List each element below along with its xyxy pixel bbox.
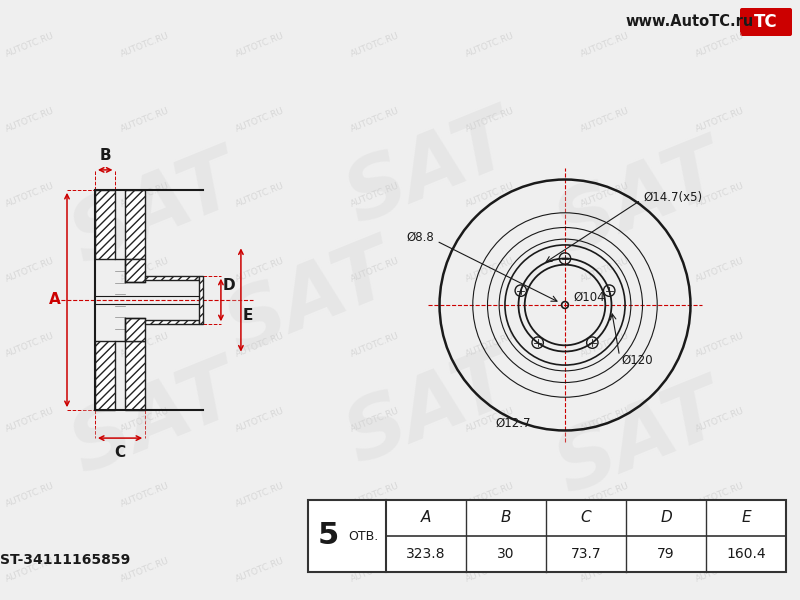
Text: AUTOTC.RU: AUTOTC.RU [234, 106, 286, 134]
Text: AUTOTC.RU: AUTOTC.RU [579, 481, 630, 509]
Bar [125, 317, 145, 341]
Text: AUTOTC.RU: AUTOTC.RU [4, 31, 56, 59]
Bar [125, 341, 145, 410]
Text: AUTOTC.RU: AUTOTC.RU [464, 331, 516, 359]
Text: TC: TC [754, 13, 778, 31]
Bar [95, 341, 115, 410]
Text: AUTOTC.RU: AUTOTC.RU [579, 31, 630, 59]
Text: 73.7: 73.7 [570, 547, 602, 561]
Text: B: B [99, 148, 111, 163]
Text: AUTOTC.RU: AUTOTC.RU [119, 106, 170, 134]
Text: AUTOTC.RU: AUTOTC.RU [350, 31, 401, 59]
Bar [95, 190, 115, 259]
Text: 323.8: 323.8 [406, 547, 446, 561]
Bar [308, 500, 786, 572]
Text: AUTOTC.RU: AUTOTC.RU [579, 331, 630, 359]
Text: AUTOTC.RU: AUTOTC.RU [464, 31, 516, 59]
Text: AUTOTC.RU: AUTOTC.RU [4, 481, 56, 509]
Text: AUTOTC.RU: AUTOTC.RU [4, 256, 56, 284]
FancyBboxPatch shape [740, 8, 792, 36]
Text: AUTOTC.RU: AUTOTC.RU [234, 31, 286, 59]
Bar [125, 190, 145, 259]
Text: AUTOTC.RU: AUTOTC.RU [350, 256, 401, 284]
Bar [199, 276, 203, 324]
Text: E: E [243, 307, 254, 323]
Text: www.AutoTC.ru: www.AutoTC.ru [626, 14, 754, 29]
Text: AUTOTC.RU: AUTOTC.RU [119, 406, 170, 434]
Text: AUTOTC.RU: AUTOTC.RU [4, 181, 56, 209]
Text: E: E [741, 511, 751, 526]
Text: D: D [660, 511, 672, 526]
Text: AUTOTC.RU: AUTOTC.RU [234, 256, 286, 284]
Text: ST-34111165859: ST-34111165859 [0, 553, 130, 567]
Text: AUTOTC.RU: AUTOTC.RU [579, 406, 630, 434]
Text: Ø12.7: Ø12.7 [495, 416, 530, 430]
Text: AUTOTC.RU: AUTOTC.RU [694, 406, 746, 434]
Text: AUTOTC.RU: AUTOTC.RU [119, 556, 170, 584]
Text: AUTOTC.RU: AUTOTC.RU [579, 181, 630, 209]
Text: SAT: SAT [59, 350, 250, 490]
Text: SAT: SAT [334, 340, 526, 480]
Text: AUTOTC.RU: AUTOTC.RU [234, 181, 286, 209]
Text: AUTOTC.RU: AUTOTC.RU [4, 556, 56, 584]
Text: AUTOTC.RU: AUTOTC.RU [464, 106, 516, 134]
Text: AUTOTC.RU: AUTOTC.RU [350, 406, 401, 434]
Text: AUTOTC.RU: AUTOTC.RU [350, 556, 401, 584]
Text: AUTOTC.RU: AUTOTC.RU [694, 31, 746, 59]
Text: AUTOTC.RU: AUTOTC.RU [350, 181, 401, 209]
Text: A: A [421, 511, 431, 526]
Text: AUTOTC.RU: AUTOTC.RU [234, 556, 286, 584]
Text: AUTOTC.RU: AUTOTC.RU [119, 331, 170, 359]
Text: D: D [223, 277, 235, 292]
Text: AUTOTC.RU: AUTOTC.RU [119, 481, 170, 509]
Text: AUTOTC.RU: AUTOTC.RU [694, 106, 746, 134]
Text: AUTOTC.RU: AUTOTC.RU [694, 181, 746, 209]
Text: AUTOTC.RU: AUTOTC.RU [119, 181, 170, 209]
Text: SAT: SAT [545, 130, 735, 270]
Text: AUTOTC.RU: AUTOTC.RU [694, 481, 746, 509]
Text: ОТВ.: ОТВ. [348, 529, 378, 542]
Text: AUTOTC.RU: AUTOTC.RU [464, 556, 516, 584]
Text: AUTOTC.RU: AUTOTC.RU [119, 31, 170, 59]
Text: AUTOTC.RU: AUTOTC.RU [350, 106, 401, 134]
Text: AUTOTC.RU: AUTOTC.RU [350, 481, 401, 509]
Text: Ø8.8: Ø8.8 [406, 230, 434, 244]
Text: AUTOTC.RU: AUTOTC.RU [464, 256, 516, 284]
Text: C: C [114, 445, 126, 460]
Text: AUTOTC.RU: AUTOTC.RU [350, 331, 401, 359]
Text: AUTOTC.RU: AUTOTC.RU [4, 106, 56, 134]
Text: AUTOTC.RU: AUTOTC.RU [4, 406, 56, 434]
Text: Ø104: Ø104 [573, 290, 605, 304]
Text: AUTOTC.RU: AUTOTC.RU [579, 556, 630, 584]
Bar [125, 259, 145, 283]
Text: B: B [501, 511, 511, 526]
Text: Ø120: Ø120 [622, 353, 653, 367]
Text: AUTOTC.RU: AUTOTC.RU [694, 331, 746, 359]
Text: AUTOTC.RU: AUTOTC.RU [234, 331, 286, 359]
Text: SAT: SAT [545, 370, 735, 510]
Text: Ø14.7(x5): Ø14.7(x5) [643, 191, 702, 203]
Text: SAT: SAT [59, 140, 250, 280]
Text: 30: 30 [498, 547, 514, 561]
Text: 160.4: 160.4 [726, 547, 766, 561]
Text: A: A [49, 292, 61, 307]
Text: AUTOTC.RU: AUTOTC.RU [694, 256, 746, 284]
Text: AUTOTC.RU: AUTOTC.RU [579, 106, 630, 134]
Text: AUTOTC.RU: AUTOTC.RU [234, 481, 286, 509]
Text: 79: 79 [657, 547, 675, 561]
Bar [145, 276, 199, 280]
Text: SAT: SAT [334, 100, 526, 240]
Text: AUTOTC.RU: AUTOTC.RU [694, 556, 746, 584]
Text: C: C [581, 511, 591, 526]
Text: AUTOTC.RU: AUTOTC.RU [464, 181, 516, 209]
Bar [145, 320, 199, 324]
Text: AUTOTC.RU: AUTOTC.RU [464, 481, 516, 509]
Text: AUTOTC.RU: AUTOTC.RU [119, 256, 170, 284]
Text: AUTOTC.RU: AUTOTC.RU [464, 406, 516, 434]
Text: 5: 5 [318, 521, 338, 551]
Text: AUTOTC.RU: AUTOTC.RU [234, 406, 286, 434]
Text: AUTOTC.RU: AUTOTC.RU [4, 331, 56, 359]
Text: AUTOTC.RU: AUTOTC.RU [579, 256, 630, 284]
Text: SAT: SAT [214, 230, 406, 370]
